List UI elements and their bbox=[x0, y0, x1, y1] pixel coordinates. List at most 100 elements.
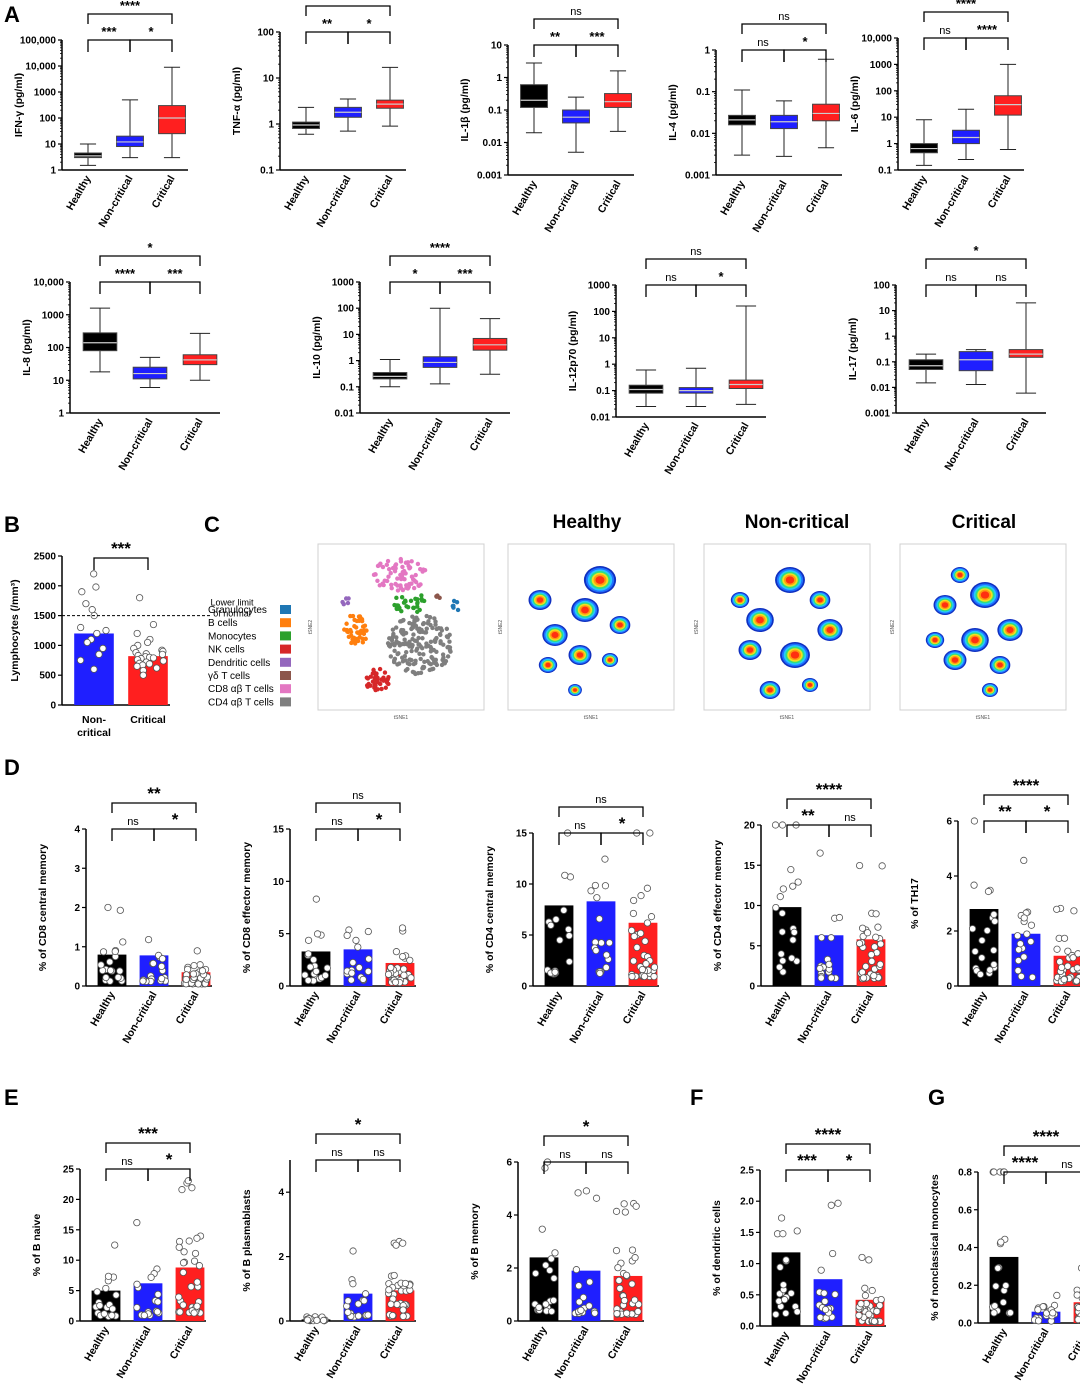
data-point bbox=[825, 960, 833, 968]
cluster-point bbox=[400, 587, 406, 593]
data-point bbox=[775, 963, 784, 971]
data-point bbox=[364, 927, 372, 936]
y-tick-label: 10,000 bbox=[25, 62, 56, 73]
data-point bbox=[868, 1286, 876, 1295]
sig-label: * bbox=[376, 810, 383, 829]
data-point bbox=[90, 570, 98, 578]
data-point bbox=[643, 884, 651, 892]
data-point bbox=[97, 961, 105, 969]
data-point bbox=[779, 885, 787, 893]
data-point bbox=[407, 974, 415, 982]
y-tick-label: 1000 bbox=[34, 641, 57, 652]
x-tick-label: Critical bbox=[605, 1324, 633, 1361]
data-point bbox=[632, 1202, 640, 1210]
density-contour bbox=[980, 591, 990, 599]
data-point bbox=[827, 1201, 835, 1209]
data-point bbox=[1060, 975, 1068, 984]
data-point bbox=[602, 963, 610, 972]
sig-label: **** bbox=[1033, 1127, 1060, 1146]
sig-label: * bbox=[1044, 802, 1051, 821]
cluster-point bbox=[389, 585, 394, 591]
sig-label: **** bbox=[120, 0, 141, 13]
density-contour bbox=[951, 657, 959, 663]
data-point bbox=[782, 1309, 790, 1317]
y-axis-label: % of B memory bbox=[469, 1203, 481, 1280]
cluster-point bbox=[371, 572, 377, 578]
data-point bbox=[816, 849, 824, 857]
legend-swatch bbox=[280, 644, 291, 654]
y-tick-label: 6 bbox=[946, 817, 952, 828]
sig-label: * bbox=[583, 1117, 590, 1136]
y-tick-label: 0.01 bbox=[335, 409, 355, 420]
sig-label: *** bbox=[457, 266, 473, 281]
data-point bbox=[549, 1296, 558, 1305]
data-point bbox=[343, 931, 351, 939]
data-point bbox=[877, 940, 885, 948]
cluster-point bbox=[345, 600, 351, 606]
sig-label: *** bbox=[101, 24, 117, 39]
y-tick-label: 100 bbox=[257, 28, 274, 39]
cluster-point bbox=[386, 566, 392, 572]
panel-letter-c: C bbox=[204, 512, 220, 537]
sig-label: * bbox=[355, 1115, 362, 1134]
sig-bracket bbox=[111, 828, 155, 841]
y-tick-label: 0.4 bbox=[958, 1243, 972, 1254]
chart-a-6: 0.01 0.1 1 10 100 1000 IL-10 (pg/ml) Healthy Non… bbox=[311, 240, 510, 473]
x-tick-label: Healthy bbox=[763, 989, 792, 1028]
cluster-point bbox=[411, 585, 417, 591]
sig-label: *** bbox=[111, 539, 131, 558]
sig-label: ns bbox=[570, 6, 582, 18]
data-point bbox=[102, 1284, 110, 1293]
data-point bbox=[978, 954, 986, 962]
chart-a-7: 0.01 0.1 1 10 100 1000 IL-12p70 (pg/ml) Healthy… bbox=[567, 246, 766, 477]
data-point bbox=[620, 1200, 628, 1208]
y-tick-label: 1.5 bbox=[740, 1228, 754, 1239]
data-point bbox=[579, 1293, 588, 1302]
cluster-point bbox=[407, 639, 412, 645]
data-point bbox=[1070, 907, 1078, 915]
cluster-point bbox=[409, 574, 415, 579]
cluster-point bbox=[350, 613, 356, 619]
data-point bbox=[399, 952, 407, 961]
data-point bbox=[630, 932, 638, 940]
data-point bbox=[1069, 954, 1077, 962]
cluster-point bbox=[419, 598, 425, 603]
data-point bbox=[587, 887, 595, 895]
legend-swatch bbox=[280, 618, 291, 628]
data-point bbox=[990, 946, 998, 954]
data-point bbox=[390, 1271, 398, 1280]
cluster-point bbox=[343, 596, 349, 601]
data-point bbox=[109, 1305, 117, 1313]
cluster-point bbox=[447, 632, 452, 638]
panel-letter-d: D bbox=[4, 755, 20, 780]
data-point bbox=[92, 583, 100, 591]
cluster-point bbox=[371, 667, 376, 673]
sig-label: **** bbox=[338, 0, 359, 5]
sig-bracket bbox=[99, 255, 201, 266]
cluster-point bbox=[444, 626, 450, 632]
cluster-point bbox=[427, 667, 432, 673]
data-point bbox=[787, 866, 795, 874]
data-point bbox=[188, 1184, 196, 1192]
cluster-point bbox=[377, 666, 383, 672]
cluster-point bbox=[427, 661, 432, 666]
cluster-point bbox=[409, 581, 414, 586]
sig-label: ns bbox=[601, 1149, 613, 1161]
x-tick-label: Non-critical bbox=[324, 989, 363, 1045]
data-point bbox=[586, 1278, 594, 1286]
cluster-point bbox=[407, 565, 413, 570]
y-axis-label: IL-6 (pg/ml) bbox=[849, 76, 861, 133]
data-point bbox=[1023, 930, 1031, 938]
y-tick-label: 6 bbox=[506, 1158, 512, 1169]
sig-label: ns bbox=[121, 1156, 133, 1168]
sig-label: ns bbox=[331, 1147, 343, 1159]
cluster-point bbox=[403, 668, 409, 673]
data-point bbox=[547, 921, 555, 929]
cluster-point bbox=[416, 583, 422, 589]
data-point bbox=[1053, 945, 1061, 953]
x-tick-label: Non- bbox=[82, 714, 106, 726]
data-point bbox=[399, 1312, 407, 1320]
cluster-point bbox=[443, 658, 449, 664]
data-point bbox=[575, 1298, 583, 1306]
data-point bbox=[551, 1249, 559, 1257]
